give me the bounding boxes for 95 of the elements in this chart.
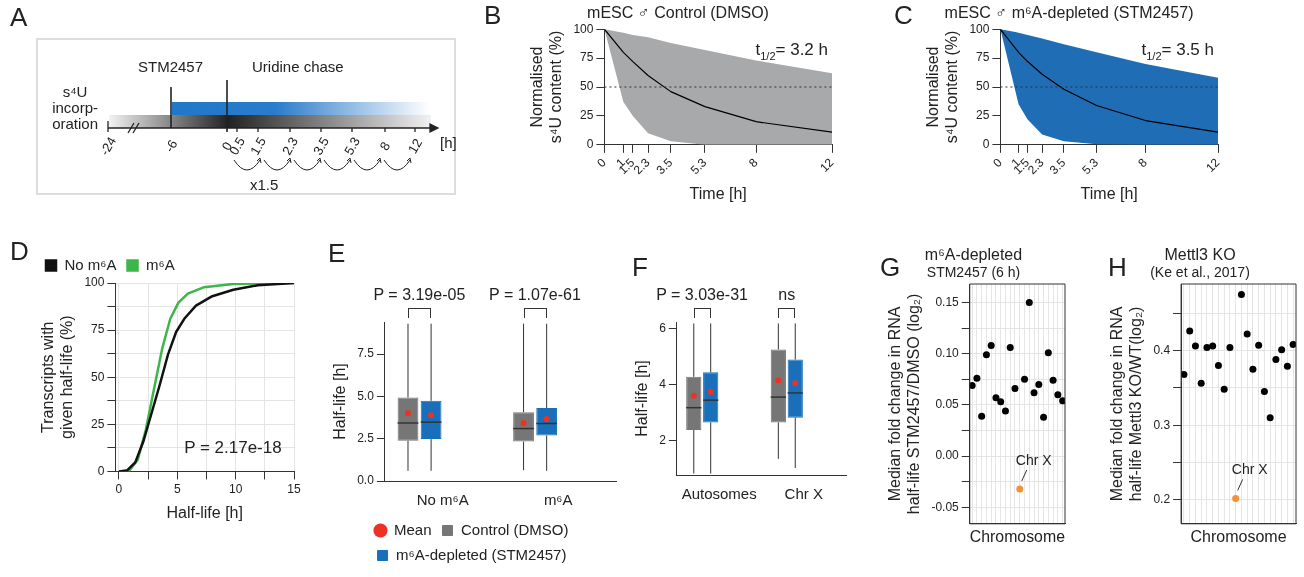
y-tick-label: 7.5	[357, 346, 375, 361]
text: P = 3.19e-05	[373, 286, 466, 303]
text: P = 3.03e-31	[656, 286, 749, 303]
x-tick-label: 3.5	[653, 155, 676, 178]
annotation: Chr X	[1231, 461, 1269, 478]
y-tick-label: 100	[573, 21, 594, 36]
x-tick-label: 5	[173, 481, 181, 496]
y-tick-label: 0.3	[1153, 417, 1171, 432]
y-axis-title: Half-life [h]	[633, 360, 651, 437]
x-tick-label: 8	[1135, 155, 1151, 171]
text: ns	[778, 286, 796, 303]
chart-title: mESC ♂ m⁶A-depleted (STM2457)	[944, 4, 1194, 22]
x-tick-label: 12	[1203, 155, 1223, 175]
y-axis-title: Normalised s⁴U content (%)	[924, 30, 961, 144]
text: E	[328, 238, 346, 268]
y-axis-title: Normalised s⁴U content (%)	[528, 30, 565, 144]
y-tick-label: 0.00	[935, 448, 960, 463]
chart-subtitle: STM2457 (6 h)	[926, 264, 1021, 281]
y-tick-label: -0.05	[931, 499, 960, 514]
y-tick-label: 0.05	[935, 397, 960, 412]
y-tick-label: 50	[91, 369, 105, 384]
x-tick-label: 3.5	[1046, 155, 1069, 178]
y-tick-label: 0.2	[1153, 492, 1171, 507]
x-axis-title: Time [h]	[1080, 184, 1138, 202]
x-tick-label: 12	[817, 155, 837, 175]
y-axis-title: Transcripts with given half-life (%)	[39, 315, 76, 439]
text: s⁴U incorp- oration	[52, 83, 98, 132]
text: D	[10, 236, 29, 266]
chart-title: mESC ♂ Control (DMSO)	[587, 4, 769, 22]
chart-title: Mettl3 KO	[1164, 246, 1236, 264]
y-tick-label: 25	[580, 108, 594, 123]
chart-subtitle: (Ke et al., 2017)	[1150, 264, 1250, 281]
y-axis-title: Median fold change in RNA half-life Mettl3 KO/WT(log₂)	[1108, 306, 1145, 502]
x-tick-label: Chr X	[784, 485, 823, 503]
y-tick-label: 0.10	[935, 346, 960, 360]
chart-title: m⁶A-depleted	[924, 246, 1023, 264]
x-tick-label: 15	[287, 481, 301, 496]
y-axis-title: Median fold change in RNA half-life STM2457/DMSO (log₂)	[886, 293, 923, 515]
y-tick-label: 75	[976, 50, 990, 65]
y-tick-label: 0.4	[1153, 342, 1171, 357]
text: C	[894, 0, 913, 30]
legend-label: m⁶A	[146, 255, 175, 273]
x-axis-title: Chromosome	[1190, 527, 1287, 545]
text: H	[1108, 252, 1127, 282]
x-tick-label: No m⁶A	[416, 491, 469, 509]
text: [h]	[440, 134, 457, 151]
text: -6	[161, 137, 181, 155]
y-tick-label: 100	[969, 21, 990, 36]
y-tick-label: 50	[580, 79, 594, 94]
y-tick-label: 4	[659, 376, 667, 391]
x-tick-label: m⁶A	[543, 491, 573, 509]
text: F	[632, 252, 648, 282]
y-tick-label: 25	[91, 416, 105, 431]
x-tick-label: 5.3	[687, 155, 710, 178]
y-tick-label: 0	[97, 463, 105, 478]
text: P = 1.07e-61	[489, 286, 581, 303]
x-tick-label: 5.3	[1079, 155, 1102, 178]
y-tick-label: 5.0	[357, 388, 375, 403]
text: STM2457	[138, 58, 204, 75]
text: 12	[404, 135, 426, 157]
y-tick-label: 50	[976, 79, 990, 94]
y-tick-label: 75	[580, 50, 594, 65]
text: 8	[376, 139, 394, 153]
text: x1.5	[250, 176, 279, 193]
text: G	[880, 252, 901, 282]
y-tick-label: 0	[982, 137, 990, 152]
text: Uridine chase	[252, 58, 344, 75]
x-tick-label: 0	[990, 155, 1006, 171]
y-tick-label: 0.0	[357, 473, 375, 488]
x-tick-label: 0	[594, 155, 610, 171]
y-tick-label: 100	[84, 275, 105, 290]
annotation: Chr X	[1015, 451, 1053, 468]
text: B	[484, 0, 502, 30]
x-tick-label: 0	[115, 481, 123, 496]
y-tick-label: 25	[976, 108, 990, 123]
x-tick-label: 10	[228, 481, 243, 496]
annotation: P = 2.17e-18	[184, 438, 282, 458]
x-tick-label: Autosomes	[681, 485, 757, 503]
y-tick-label: 2.5	[357, 431, 375, 446]
y-tick-label: 2	[659, 432, 667, 447]
legend-label: Mean	[393, 520, 432, 538]
y-tick-label: 6	[659, 321, 667, 336]
y-tick-label: 0.15	[935, 294, 960, 309]
x-tick-label: 8	[745, 155, 761, 171]
x-axis-title: Time [h]	[689, 184, 747, 202]
text: -24	[96, 134, 120, 158]
y-tick-label: 75	[91, 322, 105, 337]
legend-label: m⁶A-depleted (STM2457)	[396, 545, 567, 563]
x-axis-title: Half-life [h]	[166, 503, 243, 521]
x-axis-title: Chromosome	[969, 527, 1066, 545]
legend-label: Control (DMSO)	[461, 520, 569, 538]
y-axis-title: Half-life [h]	[331, 363, 349, 440]
text: A	[10, 2, 28, 32]
legend-label: No m⁶A	[64, 255, 117, 273]
y-tick-label: 0	[586, 137, 594, 152]
